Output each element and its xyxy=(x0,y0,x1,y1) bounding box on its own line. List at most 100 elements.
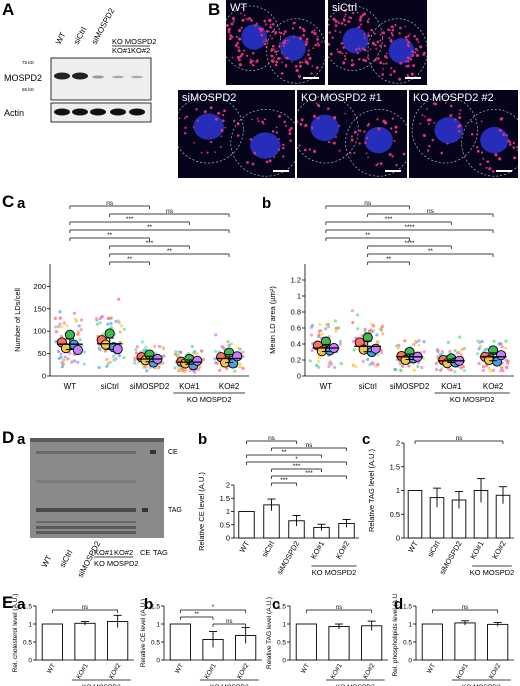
lipid-droplet xyxy=(271,22,275,26)
micrograph-cells xyxy=(178,95,295,177)
lipid-droplet xyxy=(358,25,361,28)
data-point xyxy=(135,344,139,349)
lipid-droplet xyxy=(327,107,330,110)
data-point xyxy=(59,352,63,356)
x-tick-label: siMOSPD2 xyxy=(390,382,430,391)
sig-label: ns xyxy=(268,435,276,442)
lipid-droplet xyxy=(505,134,508,137)
data-point xyxy=(400,364,405,368)
lipid-droplet xyxy=(270,49,273,53)
data-point xyxy=(440,352,444,356)
lipid-droplet xyxy=(414,51,417,54)
lipid-droplet xyxy=(422,134,426,138)
ko-group-label: KO MOSPD2 xyxy=(462,684,501,686)
cell-outline xyxy=(367,18,427,84)
lipid-droplet xyxy=(355,48,358,51)
lipid-droplet xyxy=(275,126,278,129)
nucleus xyxy=(434,117,463,144)
lipid-droplet xyxy=(313,31,317,36)
lipid-droplet xyxy=(229,27,232,30)
lipid-droplet xyxy=(379,39,382,42)
lipid-droplet xyxy=(428,118,432,122)
lipid-droplet xyxy=(370,28,374,32)
lipid-droplet xyxy=(344,112,346,115)
data-point xyxy=(193,370,197,374)
lipid-droplet xyxy=(328,42,331,46)
lipid-droplet xyxy=(382,62,385,65)
data-point xyxy=(117,297,121,301)
data-point xyxy=(114,357,118,361)
lipid-droplet xyxy=(295,68,299,73)
sig-label: ns xyxy=(462,605,468,611)
lipid-droplet xyxy=(270,54,274,58)
lipid-droplet xyxy=(238,37,242,41)
data-point xyxy=(54,329,58,334)
lipid-droplet xyxy=(411,50,414,53)
x-tick-label: KO#1 xyxy=(468,540,485,561)
lipid-droplet xyxy=(342,17,345,20)
data-point xyxy=(162,354,166,358)
scale-bar xyxy=(496,170,512,172)
cell-outline xyxy=(226,5,281,71)
lipid-droplet xyxy=(367,34,371,38)
data-point xyxy=(122,327,126,331)
lipid-droplet xyxy=(328,31,331,34)
sig-label: **** xyxy=(404,240,415,247)
x-tick-label: KO#2 xyxy=(490,540,507,561)
data-point xyxy=(396,346,400,351)
data-point xyxy=(58,322,62,326)
y-tick-label: 0 xyxy=(42,372,46,381)
lipid-droplet xyxy=(458,116,462,120)
lipid-droplet xyxy=(253,151,257,155)
lipid-droplet xyxy=(288,128,292,132)
lipid-droplet xyxy=(398,77,402,81)
cell-outline xyxy=(297,95,359,164)
lipid-droplet xyxy=(263,19,267,23)
data-point xyxy=(190,344,194,349)
y-tick-label: 0 xyxy=(282,658,286,665)
lipid-droplet xyxy=(328,23,330,26)
chart-Db: 0 0.5 1 1.5 2 Relative CE level (A.U.) WT siCtr… xyxy=(197,435,359,577)
lipid-droplet xyxy=(192,126,195,128)
lipid-droplet xyxy=(327,140,331,144)
lipid-droplet xyxy=(412,64,416,68)
micrograph-wt: WT xyxy=(226,0,325,85)
data-point xyxy=(193,350,197,354)
data-point xyxy=(116,319,120,323)
bar xyxy=(238,511,255,539)
lipid-droplet xyxy=(251,64,254,67)
data-point xyxy=(144,365,148,369)
lipid-droplet xyxy=(331,36,334,39)
lipid-droplet xyxy=(337,124,340,127)
scale-bar xyxy=(273,170,289,172)
lipid-droplet xyxy=(406,64,410,68)
data-point xyxy=(78,338,82,342)
lipid-droplet xyxy=(394,125,398,129)
y-tick-label: 150 xyxy=(33,304,46,313)
data-point xyxy=(478,344,482,348)
lipid-droplet xyxy=(298,64,302,68)
data-point xyxy=(95,322,99,326)
lipid-droplet xyxy=(383,44,386,47)
sig-label: *** xyxy=(146,240,154,247)
data-point xyxy=(440,350,444,354)
lipid-droplet xyxy=(406,73,409,76)
data-point xyxy=(308,359,312,363)
data-point xyxy=(351,339,355,343)
lipid-droplet xyxy=(381,73,385,76)
data-point xyxy=(484,347,489,351)
lipid-droplet xyxy=(315,102,318,105)
y-tick-label: 0.5 xyxy=(277,640,286,647)
data-point xyxy=(82,350,87,354)
data-point xyxy=(506,359,510,363)
lipid-droplet xyxy=(353,152,356,155)
wb-ko-header: KO MOSPD2 xyxy=(112,37,157,46)
lipid-droplet xyxy=(414,47,418,51)
lipid-droplet xyxy=(236,134,240,137)
y-tick-label: 1.5 xyxy=(277,604,286,611)
lipid-droplet xyxy=(315,66,319,70)
lipid-droplet xyxy=(343,54,347,58)
lipid-droplet xyxy=(367,122,371,126)
sig-label: ns xyxy=(226,619,232,625)
data-point xyxy=(310,348,314,353)
